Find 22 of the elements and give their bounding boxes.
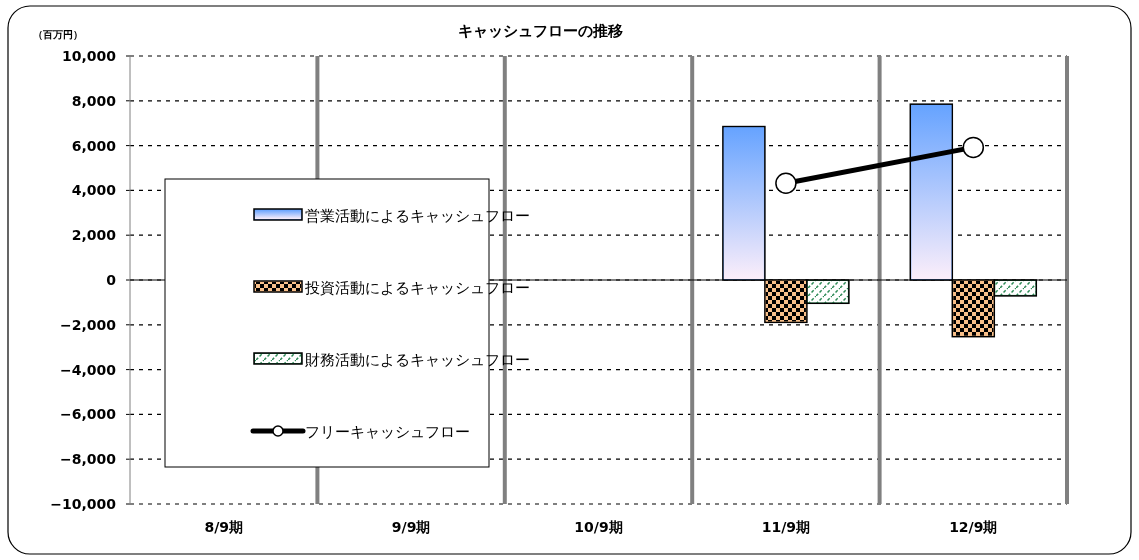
chart-title: キャッシュフローの推移: [457, 22, 623, 40]
legend-label: 財務活動によるキャッシュフロー: [305, 351, 530, 369]
y-tick-label: 0: [106, 272, 117, 288]
legend-label: 投資活動によるキャッシュフロー: [304, 279, 530, 297]
x-tick-label: 11/9期: [761, 519, 811, 535]
y-tick-label: 4,000: [71, 182, 117, 199]
legend-label: フリーキャッシュフロー: [305, 423, 470, 441]
x-tick-label: 12/9期: [949, 519, 998, 535]
y-tick-label: −2,000: [59, 316, 117, 333]
x-tick-label: 8/9期: [204, 519, 243, 535]
y-tick-label: 8,000: [71, 92, 117, 109]
legend-label: 営業活動によるキャッシュフロー: [305, 207, 530, 225]
y-tick-label: 6,000: [71, 137, 117, 154]
y-axis-title: （百万円）: [33, 29, 83, 40]
y-tick-label: −6,000: [59, 406, 117, 423]
x-tick-label: 10/9期: [574, 519, 623, 535]
y-tick-label: −10,000: [50, 496, 117, 512]
x-tick-label: 9/9期: [391, 519, 431, 535]
y-tick-label: −8,000: [59, 451, 117, 468]
y-tick-label: 2,000: [71, 227, 117, 244]
y-tick-label: −4,000: [59, 361, 117, 378]
y-tick-label: 10,000: [61, 48, 117, 64]
